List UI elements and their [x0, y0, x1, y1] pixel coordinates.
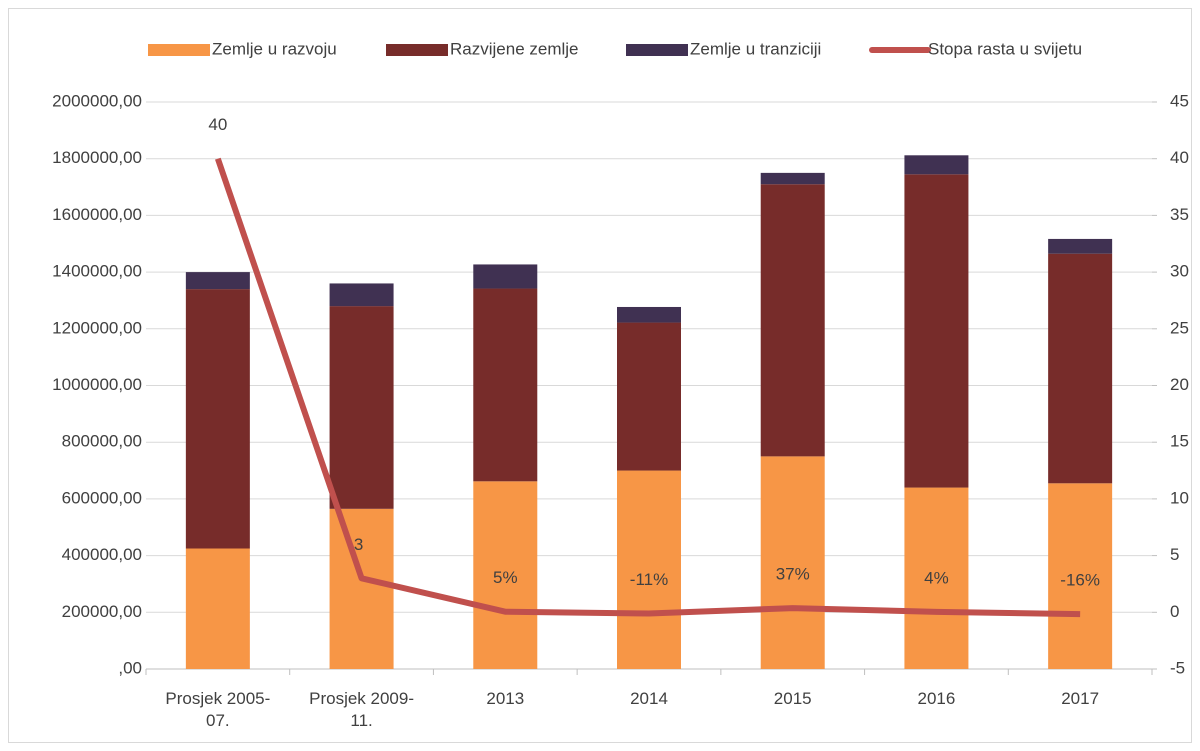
y2-tick-label: 20 — [1170, 375, 1189, 394]
x-tick-label: 2013 — [486, 689, 525, 708]
legend-swatch — [626, 44, 688, 56]
y2-tick-label: 10 — [1170, 488, 1189, 507]
y2-tick-label: 5 — [1170, 545, 1179, 564]
y2-tick-label: 30 — [1170, 262, 1189, 281]
y2-tick-label: -5 — [1170, 658, 1185, 677]
y-tick-label: 1200000,00 — [52, 318, 142, 337]
legend-label: Stopa rasta u svijetu — [928, 39, 1082, 58]
bar-segment — [904, 155, 969, 175]
y2-tick-label: 25 — [1170, 318, 1189, 337]
data-label: -16% — [1060, 571, 1100, 590]
bar-segment — [1048, 238, 1113, 254]
bar-segment — [185, 548, 250, 669]
bar-segment — [185, 289, 250, 549]
bar-segment — [617, 306, 681, 323]
y-tick-label: ,00 — [118, 658, 142, 677]
y-tick-label: 400000,00 — [62, 545, 142, 564]
y2-tick-label: 15 — [1170, 432, 1189, 451]
bar-segment — [760, 184, 825, 457]
y2-tick-label: 40 — [1170, 148, 1189, 167]
bar-segment — [1048, 253, 1113, 484]
bar-segment — [473, 264, 538, 289]
legend-label: Zemlje u razvoju — [212, 39, 337, 58]
x-tick-label: 2017 — [1061, 689, 1100, 708]
x-tick-label: Prosjek 2005-07. — [165, 689, 271, 730]
x-tick-label: 2014 — [630, 689, 668, 708]
y-tick-label: 2000000,00 — [52, 91, 142, 110]
bar-segment — [904, 487, 969, 669]
data-label: 37% — [776, 565, 810, 584]
bar-segment — [617, 470, 681, 669]
legend-swatch — [148, 44, 210, 56]
bar-segment — [760, 172, 825, 185]
x-tick-label: 2015 — [773, 689, 812, 708]
bar-segment — [617, 322, 681, 471]
legend-swatch — [386, 44, 448, 56]
y-tick-label: 800000,00 — [62, 432, 142, 451]
y-tick-label: 1400000,00 — [52, 262, 142, 281]
y-tick-label: 1000000,00 — [52, 375, 142, 394]
data-label: 40 — [208, 115, 227, 134]
y2-tick-label: 0 — [1170, 602, 1179, 621]
bar-segment — [185, 272, 250, 290]
bar-segment — [1048, 483, 1113, 669]
y-tick-label: 200000,00 — [62, 602, 142, 621]
y2-tick-label: 45 — [1170, 91, 1189, 110]
bar-segment — [329, 283, 394, 307]
bar-segment — [329, 306, 394, 509]
y-tick-label: 1800000,00 — [52, 148, 142, 167]
data-label: -11% — [630, 570, 668, 589]
bar-segment — [473, 288, 538, 482]
data-label: 4% — [924, 568, 949, 587]
bar-segment — [473, 481, 538, 669]
legend-label: Razvijene zemlje — [450, 39, 579, 58]
y-tick-label: 600000,00 — [62, 488, 142, 507]
x-tick-label: Prosjek 2009-11. — [309, 689, 414, 730]
y-tick-label: 1600000,00 — [52, 205, 142, 224]
bar-segment — [760, 456, 825, 669]
line — [215, 157, 1081, 618]
x-tick-label: 2016 — [917, 689, 956, 708]
data-label: 5% — [493, 568, 518, 587]
bar-segment — [904, 174, 969, 488]
legend-label: Zemlje u tranziciji — [690, 39, 821, 58]
data-label: 3 — [354, 535, 363, 554]
bar-segment — [329, 508, 394, 669]
y2-tick-label: 35 — [1170, 205, 1189, 224]
